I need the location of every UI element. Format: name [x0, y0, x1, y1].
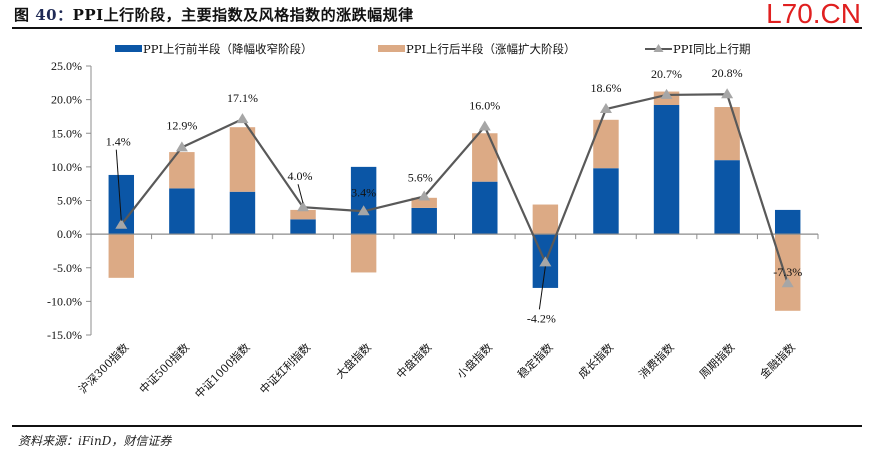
legend-item-ppi: PPI同比上行期	[645, 42, 751, 56]
bar-first-half	[774, 209, 801, 235]
bar-first-half	[714, 160, 740, 235]
y-tick-label: -5.0%	[53, 261, 82, 275]
bar-second-half	[472, 133, 498, 182]
ppi-data-label: 4.0%	[288, 169, 313, 183]
source-note: 资料来源：iFinD，财信证券	[18, 434, 172, 448]
legend-label: PPI上行后半段（涨幅扩大阶段）	[406, 42, 576, 56]
bar-second-half	[350, 234, 377, 273]
ppi-marker	[660, 88, 673, 99]
ppi-marker	[721, 88, 734, 99]
bar-second-half	[532, 204, 559, 235]
bar-second-half	[411, 197, 437, 208]
bar-second-half	[593, 119, 619, 169]
y-tick-label: 15.0%	[51, 126, 82, 140]
ppi-data-label: 5.6%	[408, 170, 433, 184]
bar-second-half	[229, 127, 256, 192]
ppi-marker	[599, 103, 612, 114]
legend-label: PPI同比上行期	[673, 42, 751, 56]
ppi-marker	[418, 190, 431, 201]
x-category-label: 稳定指数	[514, 340, 555, 381]
ppi-marker	[236, 113, 249, 124]
y-tick-label: 10.0%	[51, 160, 82, 174]
ppi-marker	[297, 201, 310, 212]
ppi-data-label: 1.4%	[106, 135, 131, 149]
bar-first-half	[653, 105, 680, 235]
figure-title-text: PPI上行阶段，主要指数及风格指数的涨跌幅规律	[72, 6, 414, 24]
bar-first-half	[411, 207, 437, 235]
x-category-label: 中证红利指数	[257, 340, 314, 397]
x-category-label: 消费指数	[636, 340, 677, 381]
chart: PPI上行前半段（降幅收窄阶段） PPI上行后半段（涨幅扩大阶段） PPI同比上行期…	[47, 42, 819, 401]
y-tick-label: 25.0%	[51, 59, 82, 73]
x-category-label: 成长指数	[575, 340, 616, 381]
legend-swatch	[115, 45, 142, 52]
legend-marker	[653, 44, 664, 52]
bars-layer	[108, 91, 801, 311]
ppi-data-label: -7.3%	[773, 265, 802, 279]
y-tick-label: -15.0%	[47, 328, 82, 342]
x-category-label: 小盘指数	[454, 340, 495, 381]
bar-second-half	[108, 234, 135, 278]
data-label-leader	[297, 184, 304, 204]
bottom-divider	[12, 425, 862, 427]
ppi-data-label: 12.9%	[166, 118, 197, 132]
ppi-data-label: 20.8%	[712, 66, 743, 80]
ppi-line-layer	[115, 88, 794, 288]
ppi-data-label: 17.1%	[227, 91, 258, 105]
x-category-label: 沪深300指数	[76, 340, 132, 396]
ppi-marker	[175, 141, 188, 152]
x-category-label: 大盘指数	[333, 340, 374, 381]
ppi-marker	[781, 277, 794, 288]
bar-second-half	[714, 107, 740, 161]
legend: PPI上行前半段（降幅收窄阶段） PPI上行后半段（涨幅扩大阶段） PPI同比上行期	[115, 42, 751, 56]
x-category-label: 中证1000指数	[192, 340, 253, 401]
top-divider	[12, 27, 862, 29]
y-tick-label: -10.0%	[47, 294, 82, 308]
data-labels: 1.4% 12.9% 17.1% 4.0% 3.4% 5.6% 16.0% -4.2% 18.6…	[106, 66, 802, 325]
x-category-label: 金融指数	[757, 340, 798, 381]
y-tick-label: 5.0%	[57, 194, 82, 208]
ppi-data-label: 16.0%	[469, 99, 500, 113]
figure-title: 图 40：PPI上行阶段，主要指数及风格指数的涨跌幅规律	[14, 4, 414, 25]
ppi-marker	[539, 256, 552, 267]
ppi-marker	[478, 120, 491, 131]
ppi-data-label: 18.6%	[590, 81, 621, 95]
bar-first-half	[229, 191, 256, 235]
bar-first-half	[169, 188, 195, 235]
bar-first-half	[290, 219, 316, 235]
ppi-marker	[357, 205, 370, 216]
bar-first-half	[593, 168, 619, 235]
watermark: L70.CN	[766, 0, 861, 29]
x-category-label: 中证500指数	[136, 340, 192, 396]
y-tick-label: 0.0%	[57, 227, 82, 241]
figure-number: 40：	[35, 6, 73, 24]
legend-swatch	[378, 45, 405, 52]
ppi-data-label: 20.7%	[651, 67, 682, 81]
x-category-label: 周期指数	[696, 340, 737, 381]
legend-item-second-half: PPI上行后半段（涨幅扩大阶段）	[378, 42, 576, 56]
ppi-marker	[115, 218, 128, 229]
x-category-label: 中盘指数	[393, 340, 434, 381]
figure-prefix: 图	[14, 6, 36, 24]
data-label-leader	[538, 266, 546, 310]
ppi-line	[120, 93, 789, 284]
legend-label: PPI上行前半段（降幅收窄阶段）	[143, 42, 313, 56]
bar-first-half	[350, 166, 377, 235]
bar-second-half	[774, 234, 801, 311]
bar-second-half	[290, 209, 316, 220]
legend-item-first-half: PPI上行前半段（降幅收窄阶段）	[115, 42, 313, 56]
data-label-leader	[115, 149, 122, 221]
ppi-data-label: 3.4%	[351, 185, 376, 199]
ppi-data-label: -4.2%	[527, 311, 556, 325]
y-tick-label: 20.0%	[51, 93, 82, 107]
bar-first-half	[472, 181, 498, 235]
